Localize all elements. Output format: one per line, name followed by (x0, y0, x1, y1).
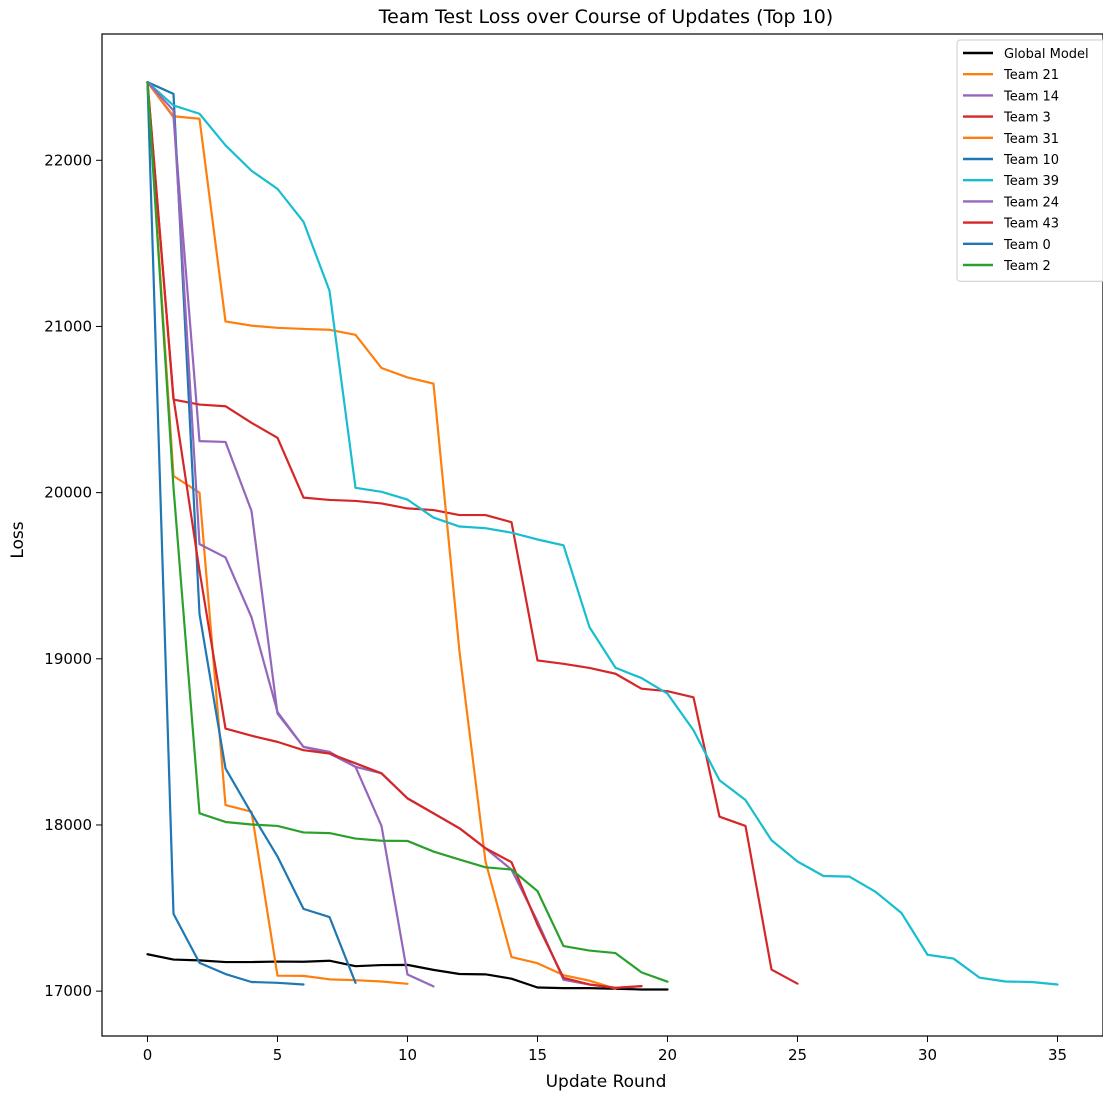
series-line-team-24 (146, 81, 643, 989)
legend-box (956, 39, 1103, 282)
x-tick-label: 15 (528, 1046, 547, 1064)
legend-label: Team 0 (1003, 238, 1051, 253)
chart-title: Team Test Loss over Course of Updates (T… (378, 6, 833, 28)
legend-label: Team 24 (1003, 195, 1059, 210)
series-line-team-10 (146, 81, 357, 984)
series-line-team-0 (146, 81, 305, 986)
series-layer (146, 81, 1059, 991)
legend-label: Team 14 (1003, 89, 1059, 104)
y-tick-label: 21000 (44, 317, 92, 335)
legend: Global Model Team 21 Team 14 Team 3 Team 31 T… (956, 39, 1103, 282)
series-line-team-21 (146, 81, 409, 985)
x-axis-ticks: 0 5 10 15 20 25 30 35 (143, 1036, 1067, 1064)
y-axis-ticks: 17000 18000 19000 20000 21000 22000 (44, 151, 102, 1000)
legend-label: Global Model (1004, 47, 1089, 62)
x-tick-label: 30 (918, 1046, 937, 1064)
series-line-team-43 (146, 81, 643, 989)
series-line-team-14 (146, 81, 435, 988)
legend-label: Team 2 (1003, 259, 1051, 274)
series-line-team-31 (146, 81, 617, 990)
legend-label: Team 10 (1003, 153, 1059, 168)
y-tick-label: 18000 (44, 816, 92, 834)
series-line-team-39 (146, 81, 1059, 986)
x-tick-label: 0 (143, 1046, 153, 1064)
y-tick-label: 20000 (44, 484, 92, 502)
y-tick-label: 19000 (44, 650, 92, 668)
x-tick-label: 5 (273, 1046, 283, 1064)
y-tick-label: 17000 (44, 982, 92, 1000)
x-tick-label: 35 (1048, 1046, 1067, 1064)
legend-label: Team 3 (1003, 111, 1051, 126)
y-tick-label: 22000 (44, 151, 92, 169)
series-line-team-2 (146, 81, 669, 983)
x-tick-label: 10 (398, 1046, 417, 1064)
y-axis-label: Loss (8, 521, 28, 558)
x-tick-label: 25 (788, 1046, 807, 1064)
series-line-team-3 (146, 81, 799, 985)
legend-label: Team 39 (1003, 174, 1059, 189)
plot-frame (101, 33, 1103, 1037)
legend-label: Team 31 (1003, 132, 1059, 147)
legend-label: Team 43 (1003, 217, 1059, 232)
x-tick-label: 20 (658, 1046, 677, 1064)
legend-label: Team 21 (1003, 68, 1059, 83)
x-axis-label: Update Round (546, 1072, 667, 1092)
series-line-global-model (146, 953, 669, 991)
